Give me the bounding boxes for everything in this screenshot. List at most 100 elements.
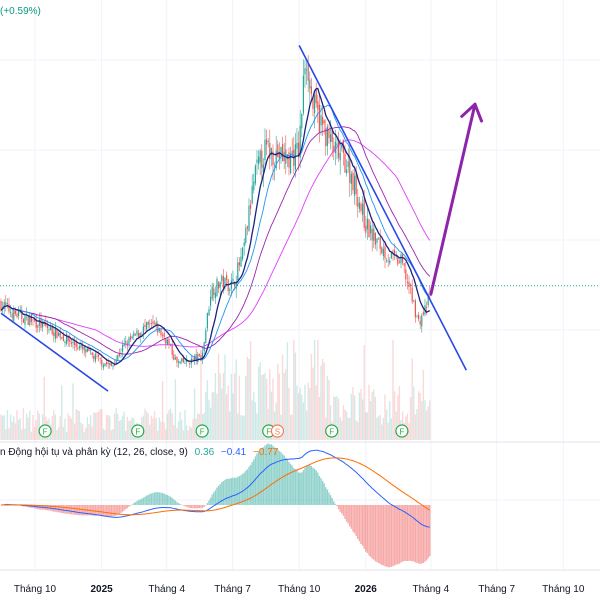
volume-bar — [214, 373, 217, 440]
volume-bar — [366, 412, 369, 440]
candle-body — [358, 202, 360, 209]
volume-bar — [320, 365, 322, 440]
volume-bar — [70, 418, 73, 440]
candle-body — [205, 330, 207, 344]
candle-body — [193, 356, 196, 360]
macd-histogram-bar — [168, 495, 170, 505]
macd-histogram-bar — [424, 505, 426, 562]
macd-histogram-bar — [293, 468, 295, 505]
candle-body — [86, 348, 88, 352]
candle-body — [96, 355, 98, 357]
candle-body — [182, 357, 184, 363]
candle-body — [355, 172, 357, 194]
volume-bar — [5, 429, 7, 440]
volume-bar — [264, 372, 266, 440]
candle-body — [22, 319, 24, 323]
event-letter: F — [43, 428, 48, 437]
candle-body — [147, 321, 149, 325]
macd-histogram-bar — [387, 505, 389, 568]
macd-histogram-bar — [105, 505, 108, 517]
candle-body — [89, 350, 92, 352]
volume-bar — [93, 412, 95, 440]
volume-bar — [73, 423, 76, 440]
candle-body — [269, 143, 271, 159]
volume-bar — [371, 391, 373, 440]
volume-bar — [30, 431, 33, 440]
macd-signal-value: −0.77 — [253, 447, 279, 458]
macd-histogram-bar — [113, 505, 116, 517]
volume-bar — [414, 414, 417, 440]
macd-histogram-bar — [358, 505, 361, 542]
volume-bar — [363, 345, 365, 440]
volume-bar — [153, 411, 156, 440]
macd-histogram-bar — [192, 505, 194, 509]
volume-bar — [83, 431, 85, 440]
volume-bar — [96, 412, 98, 440]
macd-histogram-bar — [397, 505, 399, 565]
volume-bar — [200, 355, 202, 440]
candle-body — [382, 248, 384, 256]
macd-histogram-bar — [267, 443, 269, 505]
macd-histogram-bar — [78, 505, 81, 516]
volume-bar — [408, 423, 410, 440]
volume-bar — [107, 414, 109, 440]
candle-body — [229, 289, 231, 291]
candle-body — [59, 333, 61, 338]
volume-bar — [347, 417, 349, 440]
macd-histogram-bar — [302, 470, 305, 505]
volume-bar — [118, 420, 121, 440]
candle-body — [99, 358, 101, 359]
volume-bar — [237, 413, 239, 440]
macd-histogram-bar — [230, 478, 233, 505]
macd-histogram-bar — [222, 481, 225, 505]
candle-body — [403, 263, 405, 266]
candle-body — [363, 199, 365, 228]
volume-bar — [147, 413, 149, 440]
volume-bar — [374, 396, 377, 440]
volume-bar — [361, 399, 364, 440]
volume-bar — [339, 417, 341, 440]
volume-bar — [101, 409, 103, 440]
volume-bar — [21, 429, 23, 440]
volume-bar — [144, 408, 146, 440]
volume-bar — [411, 358, 413, 440]
volume-bar — [27, 417, 29, 440]
candle-body — [56, 329, 58, 339]
projection-arrow — [429, 102, 477, 296]
volume-bar — [357, 422, 359, 440]
macd-value: −0.41 — [220, 447, 247, 458]
volume-bar — [309, 388, 311, 440]
candle-body — [392, 250, 394, 252]
macd-histogram-bar — [353, 505, 356, 534]
candle-body — [123, 343, 125, 346]
candle-body — [349, 158, 351, 183]
volume-bar — [158, 417, 161, 440]
candle-body — [237, 262, 239, 281]
arrow-head — [473, 102, 484, 123]
macd-histogram-bar — [309, 465, 311, 505]
candle-body — [14, 310, 16, 314]
candle-body — [427, 294, 429, 306]
volume-bar — [105, 415, 108, 440]
macd-histogram-bar — [417, 505, 420, 564]
volume-bar — [289, 415, 292, 440]
volume-bar — [121, 415, 124, 440]
candle-body — [393, 250, 396, 254]
macd-histogram-bar — [369, 505, 372, 557]
volume-bar — [381, 424, 383, 440]
candle-body — [233, 281, 236, 286]
macd-legend: n Động hội tụ và phân kỳ (12, 26, close,… — [0, 447, 278, 458]
volume-bar — [416, 409, 418, 440]
volume-bar — [235, 359, 237, 440]
volume-bar — [206, 380, 209, 440]
candle-body — [137, 332, 140, 338]
candle-body — [235, 281, 237, 289]
macd-histogram-bar — [104, 505, 106, 517]
volume-bar — [29, 410, 31, 440]
candle-body — [345, 169, 348, 174]
macd-histogram-bar — [123, 505, 125, 511]
macd-histogram-bar — [379, 505, 381, 564]
volume-bar — [233, 373, 236, 440]
macd-histogram-bar — [288, 462, 290, 505]
